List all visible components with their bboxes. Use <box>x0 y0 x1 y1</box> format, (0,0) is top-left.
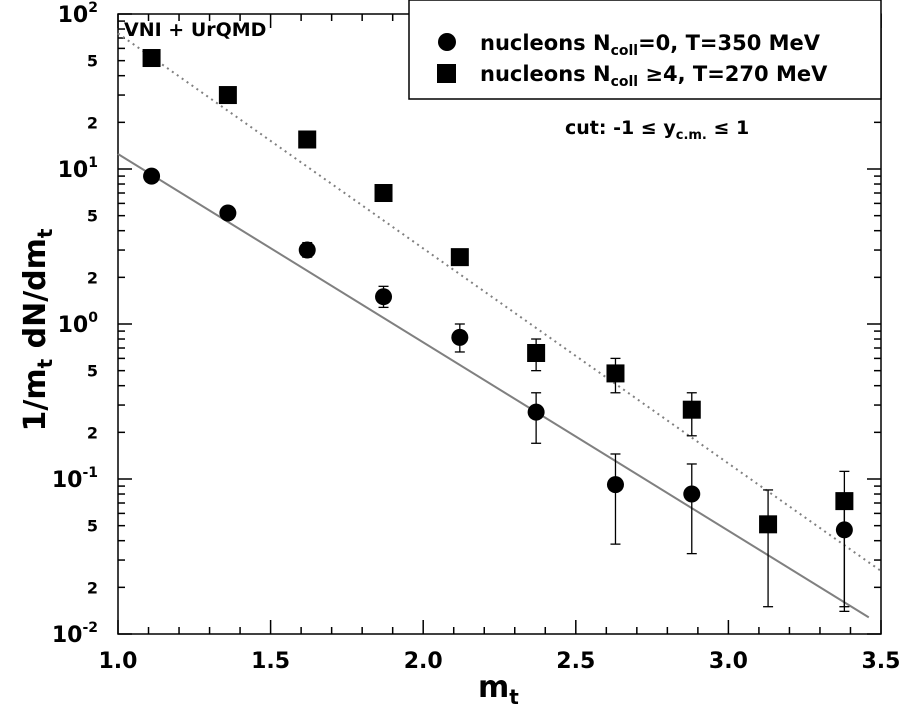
data-point-square <box>835 492 854 511</box>
legend-marker-circle <box>438 33 456 51</box>
ticks-layer: 1.0 1.5 2.0 2.5 3.0 3.5 102 101 100 10-1 10-2 5 2 5 2 5… <box>52 0 901 674</box>
data-point-square <box>682 400 701 419</box>
data-point-circle <box>606 476 624 494</box>
data-point-circle <box>143 167 161 185</box>
y-minor-tick-label: 5 <box>87 207 98 226</box>
legend-label-ncoll4: nucleons Ncoll ≥4, T=270 MeV <box>480 62 828 90</box>
y-minor-tick-label: 2 <box>87 268 98 287</box>
y-minor-tick-label: 2 <box>87 578 98 597</box>
error-bars <box>146 173 850 613</box>
data-point-square <box>759 515 778 534</box>
y-tick-label: 101 <box>58 155 98 183</box>
y-minor-tick-label: 5 <box>87 52 98 71</box>
data-point-square <box>606 364 625 383</box>
data-point-circle <box>527 403 545 421</box>
data-point-circle <box>298 241 316 259</box>
data-point-circle <box>219 204 237 222</box>
y-tick-label: 10-1 <box>52 465 98 493</box>
x-tick-label: 2.5 <box>556 649 595 674</box>
y-minor-tick-label: 2 <box>87 113 98 132</box>
y-axis-title: 1/mt dN/dmt <box>18 228 57 431</box>
data-points <box>142 49 854 539</box>
data-point-circle <box>835 521 853 539</box>
y-tick-label: 10-2 <box>52 620 98 648</box>
data-point-square <box>142 49 161 68</box>
plot-frame <box>117 13 882 635</box>
y-tick-label: 102 <box>58 0 98 28</box>
model-annotation: VNI + UrQMD <box>124 19 266 41</box>
cut-annotation: cut: -1 ≤ yc.m. ≤ 1 <box>565 117 749 143</box>
x-tick-label: 1.0 <box>99 649 138 674</box>
y-minor-tick-label: 5 <box>87 517 98 536</box>
legend: nucleons Ncoll=0, T=350 MeV nucleons Nco… <box>408 0 882 100</box>
y-minor-tick-label: 2 <box>87 423 98 442</box>
data-point-circle <box>451 328 469 346</box>
legend-marker-square <box>437 64 456 83</box>
y-tick-label: 100 <box>58 310 99 338</box>
fit-lines <box>117 32 882 619</box>
data-point-square <box>527 343 546 362</box>
x-tick-label: 3.5 <box>862 649 901 674</box>
x-tick-label: 2.0 <box>404 649 443 674</box>
fit-line-ncoll0 <box>117 153 870 619</box>
data-point-circle <box>375 288 393 306</box>
legend-label-ncoll0: nucleons Ncoll=0, T=350 MeV <box>480 31 821 59</box>
data-point-circle <box>683 485 701 503</box>
data-point-square <box>374 184 393 203</box>
data-point-square <box>450 248 469 267</box>
y-minor-tick-label: 5 <box>87 362 98 381</box>
x-tick-label: 3.0 <box>709 649 748 674</box>
x-axis-title: mt <box>478 670 519 707</box>
legend-box <box>408 0 882 100</box>
data-point-square <box>298 130 317 149</box>
data-point-square <box>218 86 237 105</box>
x-tick-label: 1.5 <box>251 649 290 674</box>
